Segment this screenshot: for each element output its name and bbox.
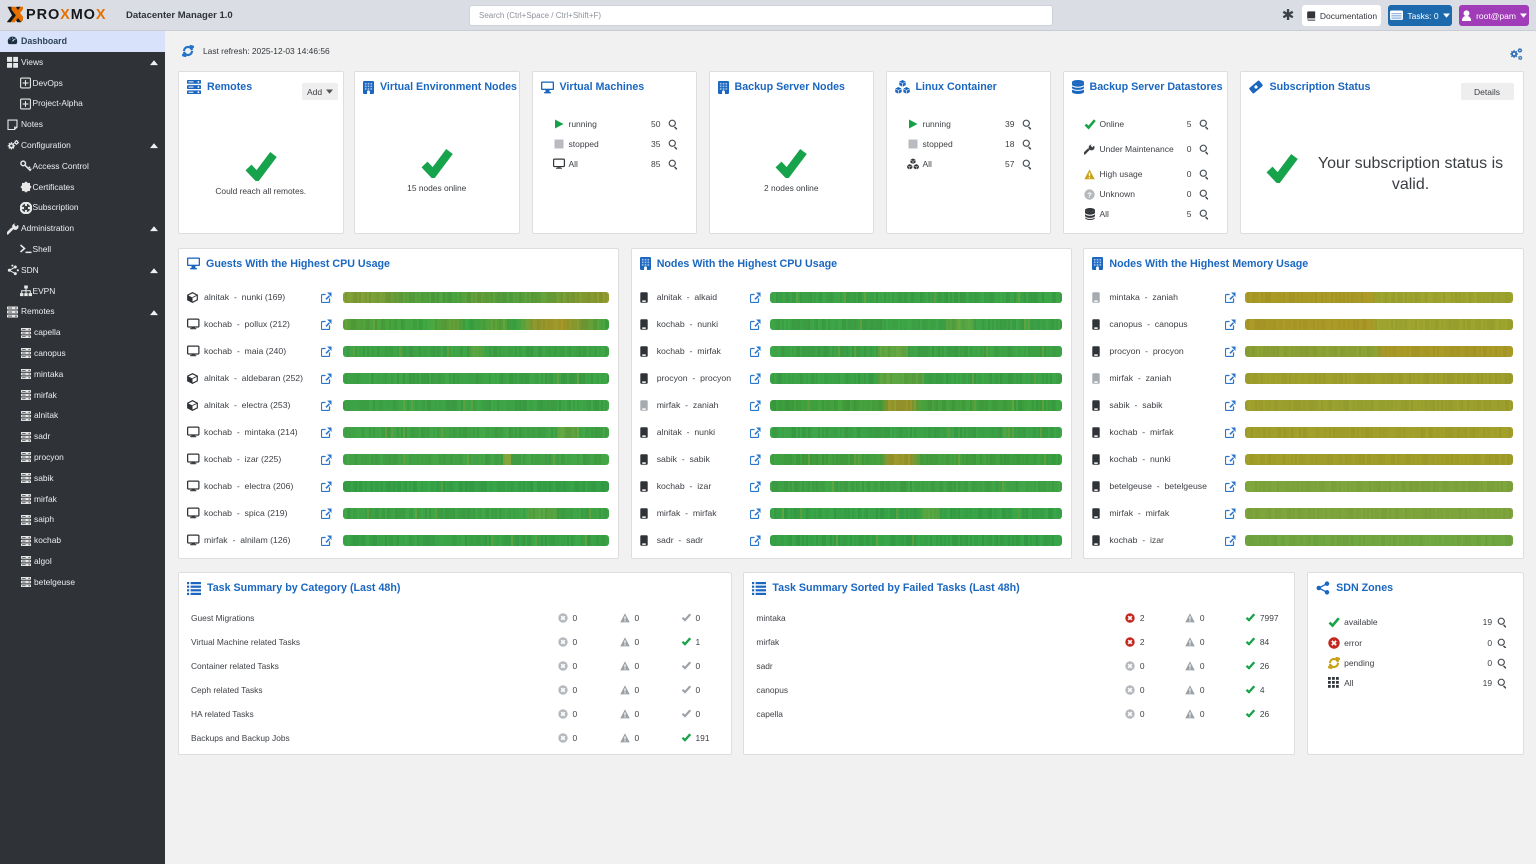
- svg-text:✱: ✱: [1282, 9, 1294, 21]
- svg-text:?: ?: [1087, 190, 1092, 199]
